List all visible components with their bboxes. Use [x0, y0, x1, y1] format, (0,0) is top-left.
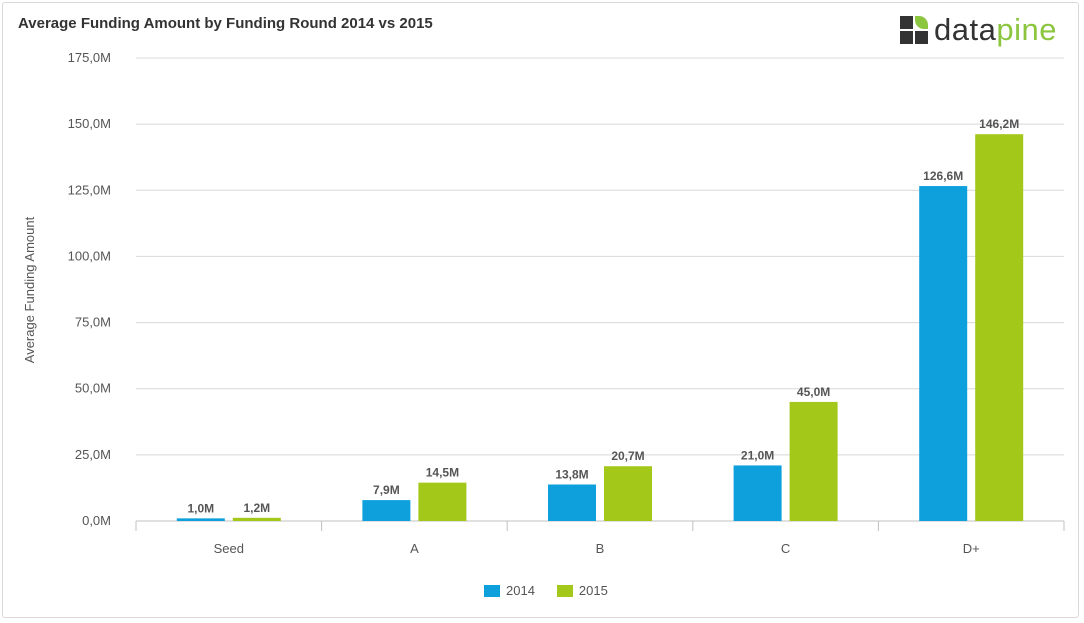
- y-tick-label: 100,0M: [68, 248, 111, 263]
- data-label: 7,9M: [373, 483, 400, 497]
- bar-2015-A[interactable]: [418, 482, 467, 521]
- y-tick-label: 175,0M: [68, 50, 111, 65]
- bar-2014-D+[interactable]: [919, 186, 968, 522]
- bar-2015-D+[interactable]: [975, 134, 1024, 521]
- bar-2015-B[interactable]: [604, 466, 652, 521]
- legend-label-2015: 2015: [578, 583, 608, 598]
- datapine-logo: datapine: [900, 14, 1057, 46]
- bar-2014-Seed[interactable]: [176, 518, 225, 521]
- data-label: 1,2M: [243, 501, 270, 515]
- logo-mark-icon: [900, 16, 928, 44]
- legend-label-2014: 2014: [506, 583, 535, 598]
- x-tick-label: Seed: [214, 541, 244, 556]
- logo-text-part1: data: [934, 12, 997, 47]
- data-label: 45,0M: [797, 385, 830, 399]
- legend-swatch-2015: [556, 584, 573, 597]
- x-tick-label: A: [410, 541, 419, 556]
- y-tick-label: 0,0M: [82, 513, 111, 528]
- legend-swatch-2014: [484, 584, 500, 597]
- logo-text-part2: pine: [996, 12, 1057, 47]
- bar-2015-C[interactable]: [789, 401, 838, 521]
- data-label: 146,2M: [979, 117, 1019, 131]
- x-tick-label: B: [596, 541, 605, 556]
- y-tick-label: 50,0M: [75, 381, 111, 396]
- bar-2015-Seed[interactable]: [232, 517, 281, 521]
- x-tick-label: C: [781, 541, 790, 556]
- y-tick-label: 125,0M: [68, 182, 111, 197]
- data-label: 21,0M: [741, 448, 774, 462]
- bar-2014-C[interactable]: [733, 465, 782, 521]
- legend-item-2015[interactable]: 2015: [556, 583, 608, 598]
- data-label: 1,0M: [187, 501, 214, 515]
- bar-2014-B[interactable]: [548, 484, 596, 521]
- x-tick-label: D+: [963, 541, 980, 556]
- data-label: 126,6M: [923, 169, 963, 183]
- bar-2014-A[interactable]: [362, 500, 411, 521]
- chart-legend: 2014 2015: [484, 583, 608, 598]
- legend-item-2014[interactable]: 2014: [484, 583, 535, 598]
- data-label: 20,7M: [611, 449, 644, 463]
- data-label: 14,5M: [426, 466, 459, 480]
- y-tick-label: 150,0M: [68, 116, 111, 131]
- chart-title: Average Funding Amount by Funding Round …: [18, 15, 433, 32]
- y-tick-label: 75,0M: [75, 315, 111, 330]
- y-axis-label: Average Funding Amount: [22, 216, 37, 363]
- y-tick-label: 25,0M: [75, 447, 111, 462]
- logo-text: datapine: [934, 14, 1057, 45]
- data-label: 13,8M: [555, 467, 588, 481]
